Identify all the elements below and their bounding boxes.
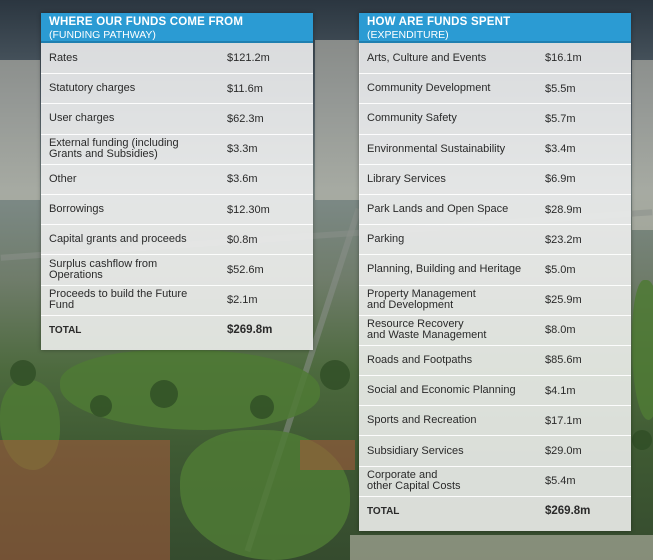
spend-row-label: Planning, Building and Heritage <box>367 263 522 276</box>
funding-row: Surplus cashflow from Operations $52.6m <box>41 254 313 284</box>
funding-total-value: $269.8m <box>227 324 273 337</box>
spend-row-value: $5.4m <box>545 475 576 488</box>
funding-total-row: TOTAL $269.8m <box>41 314 313 345</box>
funding-subtitle: (FUNDING PATHWAY) <box>49 29 156 41</box>
spend-row-value: $17.1m <box>545 414 582 427</box>
expenditure-panel-header: HOW ARE FUNDS SPENT (EXPENDITURE) <box>359 13 631 43</box>
spend-row: Library Services $6.9m <box>359 163 631 194</box>
spend-row: Community Safety $5.7m <box>359 103 631 133</box>
spend-row-label: Subsidiary Services <box>367 444 464 457</box>
spend-row-value: $25.9m <box>545 294 582 307</box>
spend-row-value: $6.9m <box>545 173 576 186</box>
funding-row: Statutory charges $11.6m <box>41 73 313 103</box>
funding-row-label: Borrowings <box>49 203 105 216</box>
spend-row-label: Roads and Footpaths <box>367 353 473 366</box>
spend-row-label: Resource Recovery and Waste Management <box>367 318 487 342</box>
expenditure-title: HOW ARE FUNDS SPENT <box>367 16 511 28</box>
funding-row-value: $121.2m <box>227 52 270 65</box>
spend-row-label: Social and Economic Planning <box>367 384 516 397</box>
spend-row: Subsidiary Services $29.0m <box>359 435 631 465</box>
funding-pathway-panel: WHERE OUR FUNDS COME FROM (FUNDING PATHW… <box>41 13 313 350</box>
spend-row-value: $3.4m <box>545 143 576 156</box>
funding-row-value: $3.6m <box>227 173 258 186</box>
spend-row-value: $23.2m <box>545 233 582 246</box>
funding-row-value: $52.6m <box>227 263 264 276</box>
spend-row-value: $28.9m <box>545 203 582 216</box>
spend-row: Planning, Building and Heritage $5.0m <box>359 254 631 284</box>
funding-row: External funding (including Grants and S… <box>41 133 313 164</box>
funding-row: Other $3.6m <box>41 163 313 194</box>
spend-row-label: Property Management and Development <box>367 288 476 312</box>
spend-row-label: Library Services <box>367 172 446 185</box>
spend-total-label: TOTAL <box>367 505 400 517</box>
funding-row-value: $0.8m <box>227 233 258 246</box>
funding-row: Proceeds to build the Future Fund $2.1m <box>41 284 313 315</box>
funding-row-label: External funding (including Grants and S… <box>49 137 179 161</box>
spend-row: Environmental Sustainability $3.4m <box>359 133 631 164</box>
spend-row: Park Lands and Open Space $28.9m <box>359 193 631 224</box>
spend-row-label: Parking <box>367 233 405 246</box>
spend-row: Property Management and Development $25.9… <box>359 284 631 315</box>
spend-row-label: Environmental Sustainability <box>367 142 506 155</box>
spend-row-value: $4.1m <box>545 384 576 397</box>
spend-row: Arts, Culture and Events $16.1m <box>359 43 631 73</box>
spend-row: Social and Economic Planning $4.1m <box>359 375 631 405</box>
spend-row-value: $5.0m <box>545 263 576 276</box>
funding-title: WHERE OUR FUNDS COME FROM <box>49 16 244 28</box>
funding-row-label: Surplus cashflow from Operations <box>49 257 158 281</box>
spend-row-value: $5.7m <box>545 112 576 125</box>
spend-row-label: Corporate and other Capital Costs <box>367 469 461 493</box>
spend-row-label: Community Safety <box>367 112 457 125</box>
funding-panel-header: WHERE OUR FUNDS COME FROM (FUNDING PATHW… <box>41 13 313 43</box>
spend-row: Parking $23.2m <box>359 224 631 254</box>
funding-row-label: Proceeds to build the Future Fund <box>49 288 188 312</box>
spend-total-row: TOTAL $269.8m <box>359 495 631 526</box>
funding-row-value: $11.6m <box>227 82 263 95</box>
spend-row-label: Sports and Recreation <box>367 414 477 427</box>
funding-row-label: Capital grants and proceeds <box>49 233 187 246</box>
spend-row-value: $85.6m <box>545 354 582 367</box>
spend-row-label: Arts, Culture and Events <box>367 51 487 64</box>
spend-row-label: Park Lands and Open Space <box>367 203 509 216</box>
funding-row: User charges $62.3m <box>41 103 313 133</box>
funding-row: Rates $121.2m <box>41 43 313 73</box>
spend-row: Community Development $5.5m <box>359 73 631 103</box>
expenditure-subtitle: (EXPENDITURE) <box>367 29 449 41</box>
spend-row: Resource Recovery and Waste Management $8… <box>359 314 631 345</box>
funding-row-label: Rates <box>49 51 78 64</box>
funding-row-label: Statutory charges <box>49 82 136 95</box>
expenditure-rows-list: Arts, Culture and Events $16.1m Community … <box>359 43 631 526</box>
funding-row-value: $2.1m <box>227 294 258 307</box>
spend-row: Sports and Recreation $17.1m <box>359 405 631 435</box>
funding-row-label: User charges <box>49 112 115 125</box>
expenditure-panel: HOW ARE FUNDS SPENT (EXPENDITURE) Arts, … <box>359 13 631 531</box>
funding-row-label: Other <box>49 172 77 185</box>
funding-rows-list: Rates $121.2m Statutory charges $11.6m User … <box>41 43 313 345</box>
funding-row-value: $3.3m <box>227 143 258 156</box>
funding-row: Borrowings $12.30m <box>41 193 313 224</box>
spend-row: Roads and Footpaths $85.6m <box>359 344 631 375</box>
funding-row-value: $12.30m <box>227 203 270 216</box>
spend-row-value: $5.5m <box>545 82 576 95</box>
spend-row-value: $29.0m <box>545 445 582 458</box>
spend-row-value: $8.0m <box>545 324 576 337</box>
funding-row: Capital grants and proceeds $0.8m <box>41 224 313 254</box>
spend-row-value: $16.1m <box>545 52 582 65</box>
spend-row: Corporate and other Capital Costs $5.4m <box>359 465 631 496</box>
funding-row-value: $62.3m <box>227 112 264 125</box>
spend-row-label: Community Development <box>367 82 491 95</box>
funding-total-label: TOTAL <box>49 324 82 336</box>
spend-total-value: $269.8m <box>545 505 591 518</box>
